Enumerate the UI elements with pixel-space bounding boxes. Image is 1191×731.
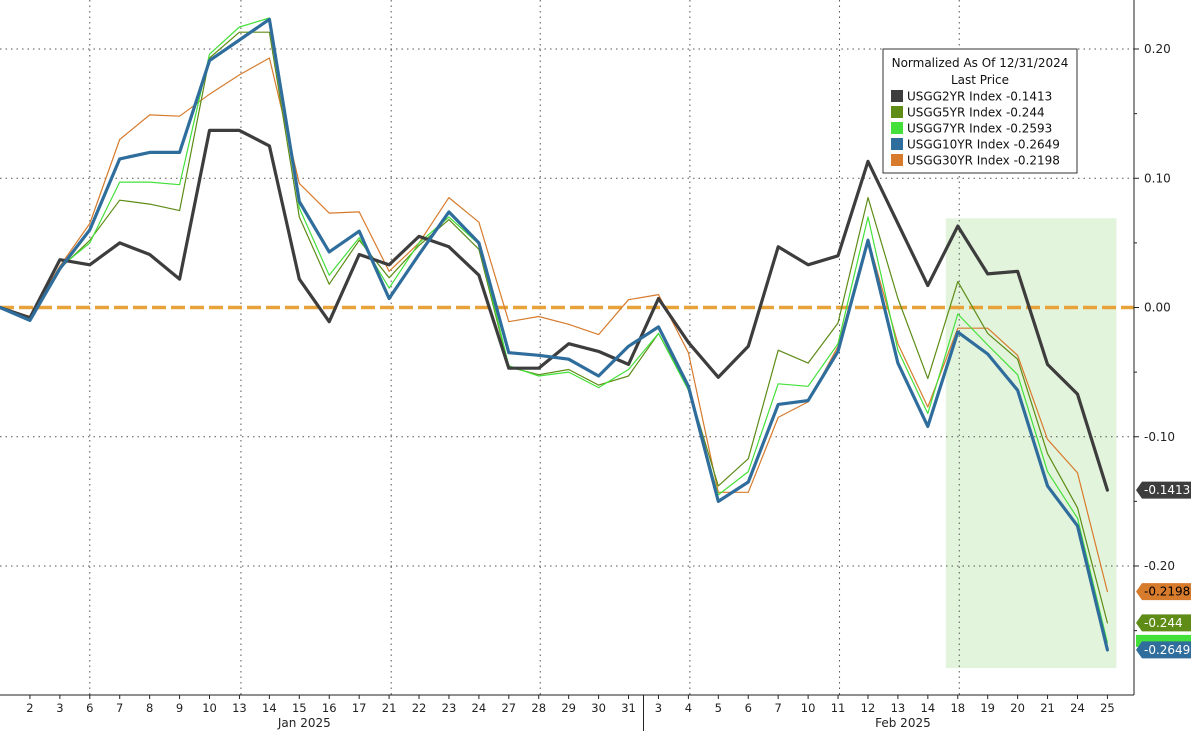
x-tick-label: 22 bbox=[412, 701, 427, 715]
x-tick-label: 8 bbox=[146, 701, 153, 715]
legend-entry: USGG10YR Index -0.2649 bbox=[907, 138, 1060, 152]
x-tick-label: 13 bbox=[891, 701, 906, 715]
x-tick-label: 18 bbox=[950, 701, 965, 715]
legend-title: Normalized As Of 12/31/2024 bbox=[892, 56, 1069, 70]
legend-swatch bbox=[891, 122, 903, 134]
x-tick-label: 21 bbox=[382, 701, 397, 715]
legend-subtitle: Last Price bbox=[951, 73, 1009, 87]
month-label: Jan 2025 bbox=[277, 716, 331, 730]
series-line-usgg10yr bbox=[0, 17, 1110, 652]
end-label-box bbox=[1136, 641, 1191, 659]
x-tick-label: 29 bbox=[561, 701, 576, 715]
x-tick-label: 11 bbox=[831, 701, 846, 715]
x-tick-label: 7 bbox=[775, 701, 782, 715]
x-tick-label: 10 bbox=[801, 701, 816, 715]
end-label-value: -0.1413 bbox=[1144, 483, 1190, 497]
series-line-usgg30yr bbox=[0, 57, 1109, 593]
y-tick-label: 0.20 bbox=[1144, 42, 1171, 56]
month-label: Feb 2025 bbox=[875, 716, 931, 730]
x-tick-label: 31 bbox=[621, 701, 636, 715]
y-tick-label: 0.10 bbox=[1144, 171, 1171, 185]
end-label-value: -0.2198 bbox=[1144, 585, 1190, 599]
x-tick-label: 24 bbox=[1070, 701, 1085, 715]
end-label-box bbox=[1136, 583, 1191, 601]
x-tick-label: 25 bbox=[1100, 701, 1115, 715]
legend-swatch bbox=[891, 106, 903, 118]
x-tick-label: 10 bbox=[202, 701, 217, 715]
y-tick-label: 0.00 bbox=[1144, 301, 1171, 315]
x-tick-label: 30 bbox=[591, 701, 606, 715]
end-label-value: -0.244 bbox=[1144, 616, 1183, 630]
x-tick-label: 17 bbox=[352, 701, 367, 715]
x-tick-label: 24 bbox=[472, 701, 487, 715]
x-tick-label: 20 bbox=[1010, 701, 1025, 715]
x-tick-label: 6 bbox=[86, 701, 93, 715]
legend-entry: USGG30YR Index -0.2198 bbox=[907, 154, 1060, 168]
y-tick-label: -0.20 bbox=[1144, 559, 1175, 573]
legend-swatch bbox=[891, 90, 903, 102]
legend-entry: USGG5YR Index -0.244 bbox=[907, 106, 1045, 120]
legend-entry: USGG7YR Index -0.2593 bbox=[907, 122, 1052, 136]
series-line-usgg5yr bbox=[0, 31, 1109, 624]
legend: Normalized As Of 12/31/2024 Last Price U… bbox=[882, 48, 1078, 174]
series-line-usgg2yr bbox=[0, 128, 1110, 492]
x-tick-label: 12 bbox=[861, 701, 876, 715]
x-tick-label: 7 bbox=[116, 701, 123, 715]
end-label-box bbox=[1136, 481, 1191, 499]
x-tick-label: 23 bbox=[442, 701, 457, 715]
legend-swatch bbox=[891, 138, 903, 150]
x-tick-label: 21 bbox=[1040, 701, 1055, 715]
legend-entry: USGG2YR Index -0.1413 bbox=[907, 90, 1052, 104]
legend-box bbox=[882, 48, 1078, 174]
x-tick-label: 15 bbox=[292, 701, 307, 715]
x-tick-label: 14 bbox=[262, 701, 277, 715]
shaded-region bbox=[945, 218, 1117, 669]
x-tick-label: 19 bbox=[980, 701, 995, 715]
x-tick-label: 14 bbox=[921, 701, 936, 715]
x-tick-label: 27 bbox=[501, 701, 516, 715]
x-tick-label: 5 bbox=[715, 701, 722, 715]
legend-swatch bbox=[891, 154, 903, 166]
x-tick-label: 13 bbox=[232, 701, 247, 715]
series-line-usgg7yr bbox=[0, 17, 1109, 644]
y-tick-label: -0.10 bbox=[1144, 430, 1175, 444]
x-tick-label: 6 bbox=[745, 701, 752, 715]
end-label-value: -0.2649 bbox=[1144, 643, 1190, 657]
x-tick-label: 2 bbox=[26, 701, 33, 715]
end-label-box bbox=[1136, 614, 1191, 632]
x-tick-label: 4 bbox=[685, 701, 692, 715]
x-tick-label: 16 bbox=[322, 701, 337, 715]
x-tick-label: 3 bbox=[56, 701, 63, 715]
x-tick-label: 28 bbox=[531, 701, 546, 715]
x-tick-label: 9 bbox=[176, 701, 183, 715]
x-tick-label: 3 bbox=[655, 701, 662, 715]
